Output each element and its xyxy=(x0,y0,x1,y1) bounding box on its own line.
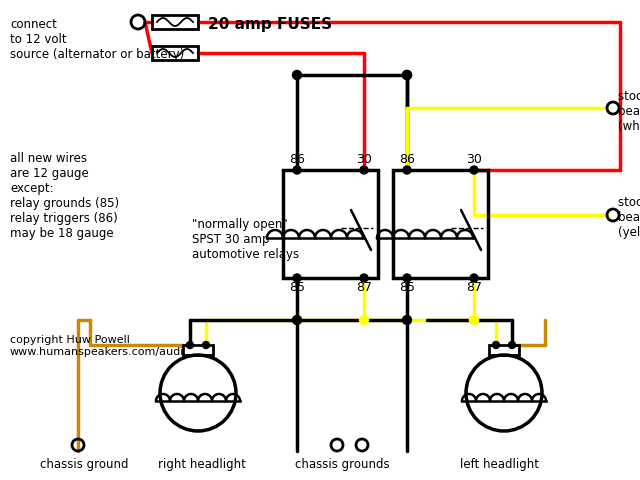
Circle shape xyxy=(360,166,368,174)
Circle shape xyxy=(509,341,515,348)
Circle shape xyxy=(403,274,411,282)
Circle shape xyxy=(360,274,368,282)
Bar xyxy=(152,46,198,60)
Text: 20 amp FUSES: 20 amp FUSES xyxy=(208,16,332,32)
Circle shape xyxy=(293,274,301,282)
Circle shape xyxy=(493,341,499,348)
Circle shape xyxy=(470,315,479,324)
Text: 86: 86 xyxy=(399,153,415,166)
Text: 86: 86 xyxy=(289,153,305,166)
Text: "normally open"
SPST 30 amp
automotive relays: "normally open" SPST 30 amp automotive r… xyxy=(192,218,299,261)
Text: connect
to 12 volt
source (alternator or battery): connect to 12 volt source (alternator or… xyxy=(10,18,184,61)
Text: 85: 85 xyxy=(289,281,305,294)
Bar xyxy=(393,170,488,278)
Text: 30: 30 xyxy=(356,153,372,166)
Circle shape xyxy=(470,274,478,282)
Circle shape xyxy=(292,315,301,324)
Circle shape xyxy=(403,315,412,324)
Text: left headlight: left headlight xyxy=(460,458,539,471)
Bar xyxy=(152,15,198,29)
Circle shape xyxy=(403,71,412,80)
Circle shape xyxy=(360,315,369,324)
Circle shape xyxy=(403,166,411,174)
Text: 30: 30 xyxy=(466,153,482,166)
Circle shape xyxy=(403,71,412,80)
Circle shape xyxy=(202,341,209,348)
Bar xyxy=(489,345,519,355)
Bar xyxy=(283,170,378,278)
Text: copyright Huw Powell
www.humanspeakers.com/audi: copyright Huw Powell www.humanspeakers.c… xyxy=(10,335,184,357)
Circle shape xyxy=(186,341,193,348)
Circle shape xyxy=(293,166,301,174)
Text: 87: 87 xyxy=(356,281,372,294)
Text: 87: 87 xyxy=(466,281,482,294)
Circle shape xyxy=(292,71,301,80)
Text: stock high
beam wire
(white): stock high beam wire (white) xyxy=(618,90,640,133)
Text: 85: 85 xyxy=(399,281,415,294)
Text: all new wires
are 12 gauge
except:
relay grounds (85)
relay triggers (86)
may be: all new wires are 12 gauge except: relay… xyxy=(10,152,119,240)
Text: stock low
beam wire
(yellow): stock low beam wire (yellow) xyxy=(618,196,640,239)
Text: chassis ground: chassis ground xyxy=(40,458,129,471)
Text: chassis grounds: chassis grounds xyxy=(295,458,390,471)
Text: right headlight: right headlight xyxy=(158,458,246,471)
Bar xyxy=(183,345,213,355)
Circle shape xyxy=(470,315,479,324)
Circle shape xyxy=(470,166,478,174)
